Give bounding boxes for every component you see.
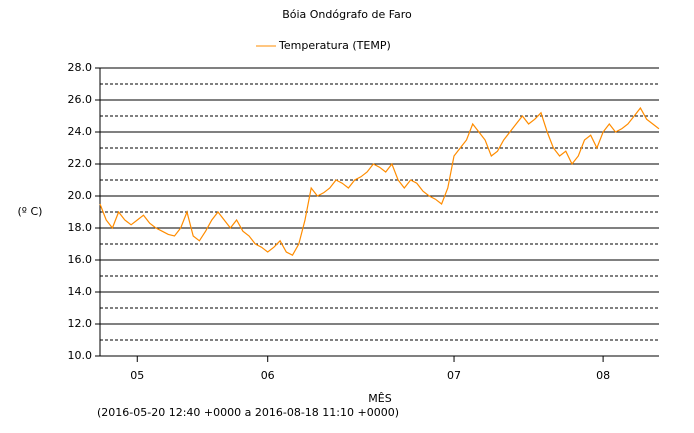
x-tick-label: 07	[447, 369, 461, 382]
y-axis-label: (º C)	[18, 205, 43, 218]
y-tick-label: 26.0	[68, 93, 93, 106]
x-tick-label: 08	[596, 369, 610, 382]
y-tick-label: 16.0	[68, 253, 93, 266]
y-tick-label: 28.0	[68, 61, 93, 74]
y-tick-label: 20.0	[68, 189, 93, 202]
y-tick-label: 12.0	[68, 317, 93, 330]
legend-label: Temperatura (TEMP)	[278, 39, 391, 52]
y-tick-label: 22.0	[68, 157, 93, 170]
y-tick-label: 14.0	[68, 285, 93, 298]
series-line	[99, 106, 660, 256]
y-tick-label: 24.0	[68, 125, 93, 138]
y-tick-label: 10.0	[68, 349, 93, 362]
x-tick-label: 06	[261, 369, 275, 382]
x-tick-label: 05	[130, 369, 144, 382]
chart-title: Bóia Ondógrafo de Faro	[282, 8, 412, 21]
y-tick-label: 18.0	[68, 221, 93, 234]
x-axis-label: MÊS	[368, 392, 391, 405]
date-range: (2016-05-20 12:40 +0000 a 2016-08-18 11:…	[97, 406, 399, 419]
